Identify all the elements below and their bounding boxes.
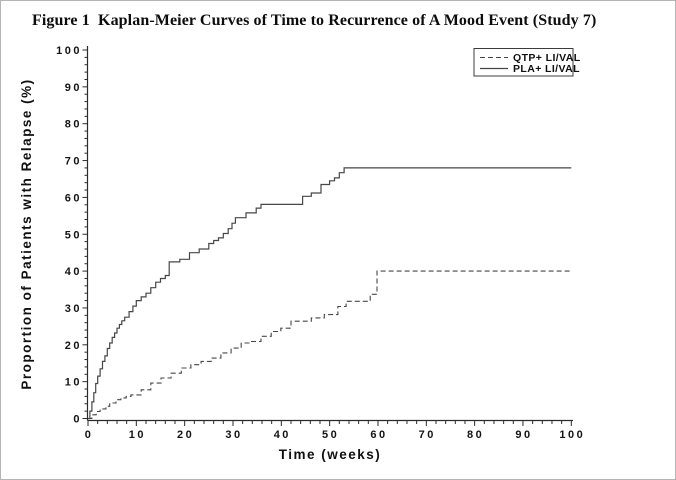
- y-tick-label: 0: [73, 414, 82, 426]
- km-curve-pla-li-val: [88, 167, 572, 420]
- y-tick-label: 40: [65, 266, 82, 278]
- y-tick-label: 60: [65, 192, 82, 204]
- y-tick-label: 90: [65, 82, 82, 94]
- y-tick-label: 20: [65, 340, 82, 352]
- x-axis-title: Time (weeks): [279, 447, 382, 462]
- x-tick-label: 100: [559, 429, 585, 441]
- figure-title: Figure 1 Kaplan-Meier Curves of Time to …: [32, 12, 597, 29]
- x-tick-label: 30: [225, 429, 242, 441]
- x-tick-label: 80: [467, 429, 484, 441]
- x-tick-label: 20: [177, 429, 194, 441]
- x-tick-label: 40: [274, 429, 291, 441]
- x-tick-label: 50: [322, 429, 339, 441]
- y-tick-label: 30: [65, 303, 82, 315]
- legend-box: [473, 48, 574, 77]
- y-axis-title: Proportion of Patients with Relapse (%): [19, 78, 34, 389]
- x-tick-label: 70: [419, 429, 436, 441]
- y-tick-label: 50: [65, 229, 82, 241]
- x-tick-label: 0: [85, 429, 94, 441]
- x-tick-label: 10: [129, 429, 146, 441]
- km-curve-qtp-li-val: [88, 270, 572, 420]
- legend: QTP+ LI/VAL PLA+ LI/VAL: [473, 48, 581, 77]
- y-tick-label: 80: [65, 119, 82, 131]
- legend-label-qtp: QTP+ LI/VAL: [513, 52, 581, 64]
- curves-group: [88, 167, 572, 420]
- legend-label-pla: PLA+ LI/VAL: [513, 63, 580, 75]
- axes-group: 0 10 20 30 40 50 60 70 80 90 100 0 10 20 30 40 50 60 70 80 9…: [56, 45, 585, 441]
- y-tick-label: 70: [65, 156, 82, 168]
- x-tick-label: 90: [515, 429, 532, 441]
- y-tick-label: 10: [65, 377, 82, 389]
- y-tick-label: 100: [56, 45, 82, 57]
- x-tick-label: 60: [370, 429, 387, 441]
